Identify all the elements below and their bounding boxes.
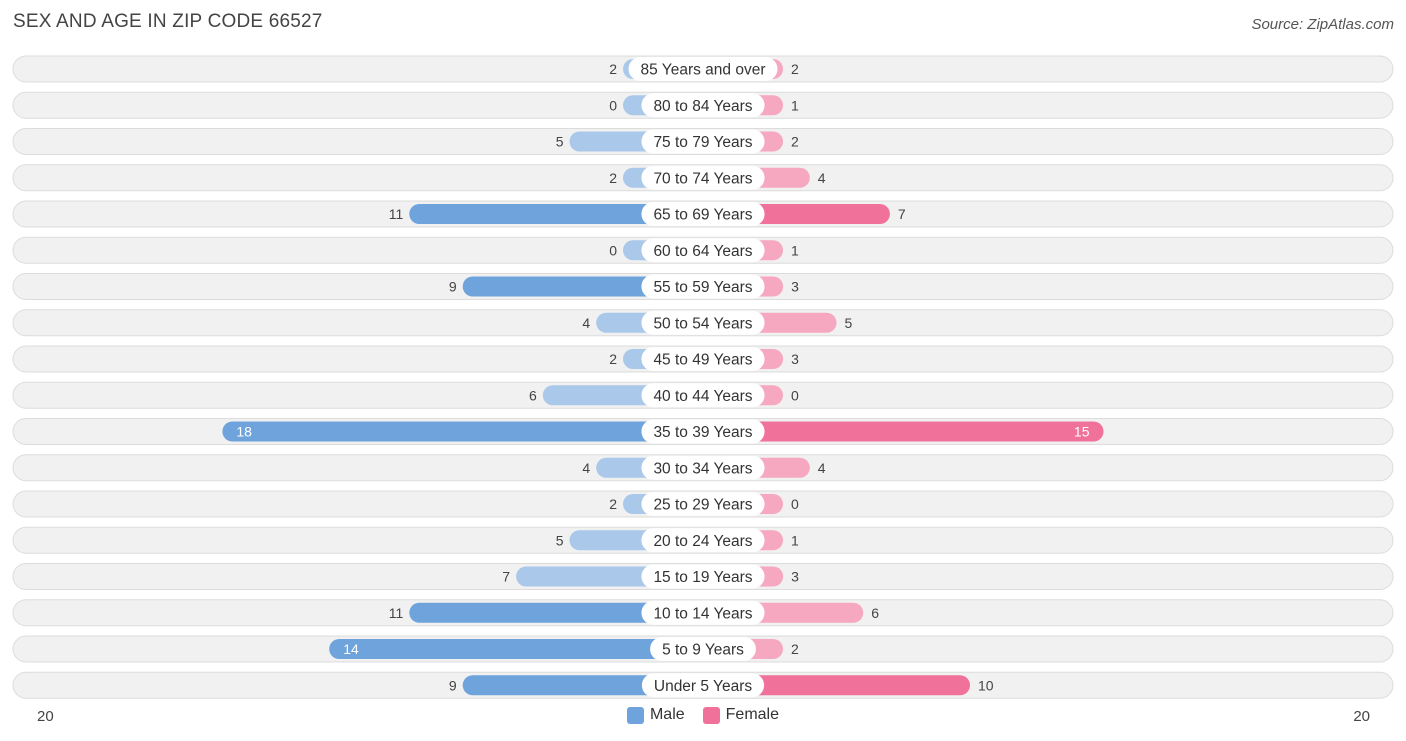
category-label-25-to-29-years: 25 to 29 Years — [653, 497, 752, 514]
category-label-15-to-19-years: 15 to 19 Years — [653, 569, 752, 586]
value-label-male-20-to-24-years: 5 — [556, 532, 564, 548]
category-pill-10-to-14-years — [641, 600, 765, 625]
value-label-female-60-to-64-years: 1 — [791, 242, 799, 258]
legend-swatch-female — [702, 706, 720, 724]
value-label-female-35-to-39-years: 15 — [1074, 424, 1090, 440]
axis-right-max-label: 20 — [1353, 708, 1370, 725]
value-label-male-25-to-29-years: 2 — [609, 496, 617, 512]
category-pill-45-to-49-years — [641, 347, 765, 371]
category-pill-20-to-24-years — [641, 528, 765, 553]
category-pill-15-to-19-years — [641, 564, 765, 589]
category-label-45-to-49-years: 45 to 49 Years — [653, 352, 752, 369]
value-label-male-10-to-14-years: 11 — [389, 605, 404, 621]
category-label-85-years-and-over: 85 Years and over — [641, 62, 766, 79]
legend: Male Female — [0, 706, 1406, 724]
value-label-female-20-to-24-years: 1 — [791, 532, 799, 548]
bar-female-35-to-39-years — [703, 421, 1104, 442]
value-label-female-45-to-49-years: 3 — [791, 351, 799, 367]
value-label-male-15-to-19-years: 7 — [502, 569, 510, 585]
value-label-male-35-to-39-years: 18 — [236, 424, 252, 440]
value-label-female-15-to-19-years: 3 — [791, 569, 799, 585]
value-label-female-65-to-69-years: 7 — [898, 206, 906, 222]
category-label-10-to-14-years: 10 to 14 Years — [653, 605, 752, 622]
value-label-female-75-to-79-years: 2 — [791, 134, 799, 150]
category-pill-35-to-39-years — [641, 419, 765, 444]
category-label-55-to-59-years: 55 to 59 Years — [653, 279, 752, 296]
category-pill-25-to-29-years — [641, 492, 765, 516]
bar-male-65-to-69-years — [409, 204, 703, 224]
category-label-35-to-39-years: 35 to 39 Years — [653, 424, 752, 441]
category-label-30-to-34-years: 30 to 34 Years — [653, 460, 752, 477]
category-pill-60-to-64-years — [641, 238, 765, 263]
value-label-male-60-to-64-years: 0 — [609, 242, 617, 258]
category-label-under-5-years: Under 5 Years — [654, 678, 752, 695]
category-pill-85-years-and-over — [628, 57, 778, 81]
category-pill-30-to-34-years — [641, 455, 765, 480]
source-label: Source: ZipAtlas.com — [1251, 16, 1394, 33]
value-label-female-40-to-44-years: 0 — [791, 387, 799, 403]
value-label-female-80-to-84-years: 1 — [791, 97, 799, 113]
category-label-40-to-44-years: 40 to 44 Years — [653, 388, 752, 405]
category-pill-65-to-69-years — [641, 202, 765, 226]
value-label-female-50-to-54-years: 5 — [845, 315, 853, 331]
value-label-male-55-to-59-years: 9 — [449, 279, 457, 295]
value-label-male-80-to-84-years: 0 — [609, 97, 617, 113]
bar-male-5-to-9-years — [329, 639, 703, 659]
category-label-80-to-84-years: 80 to 84 Years — [653, 98, 752, 115]
value-label-female-10-to-14-years: 6 — [871, 605, 879, 621]
value-label-male-40-to-44-years: 6 — [529, 387, 537, 403]
category-pill-under-5-years — [641, 673, 765, 698]
chart-title: SEX AND AGE IN ZIP CODE 66527 — [13, 11, 323, 32]
category-label-60-to-64-years: 60 to 64 Years — [653, 243, 752, 260]
category-pill-75-to-79-years — [641, 129, 765, 154]
value-label-male-70-to-74-years: 2 — [609, 170, 617, 186]
legend-swatch-male — [626, 706, 644, 724]
value-label-female-30-to-34-years: 4 — [818, 460, 826, 476]
category-pill-50-to-54-years — [641, 310, 765, 335]
value-label-female-85-years-and-over: 2 — [791, 61, 799, 77]
value-label-male-85-years-and-over: 2 — [609, 61, 617, 77]
category-pill-5-to-9-years — [650, 637, 756, 661]
value-label-male-30-to-34-years: 4 — [582, 460, 590, 476]
category-pill-70-to-74-years — [641, 165, 765, 190]
axis-left-max-label: 20 — [37, 708, 54, 725]
value-label-male-45-to-49-years: 2 — [609, 351, 617, 367]
bar-male-35-to-39-years — [222, 421, 703, 442]
value-label-female-70-to-74-years: 4 — [818, 170, 826, 186]
value-label-male-50-to-54-years: 4 — [582, 315, 590, 331]
value-label-female-55-to-59-years: 3 — [791, 279, 799, 295]
bar-male-under-5-years — [462, 675, 703, 696]
value-label-female-5-to-9-years: 2 — [791, 641, 799, 657]
category-label-20-to-24-years: 20 to 24 Years — [653, 533, 752, 550]
legend-item-male: Male — [626, 706, 685, 724]
legend-label-female: Female — [725, 706, 780, 723]
value-label-female-25-to-29-years: 0 — [791, 496, 799, 512]
value-label-male-under-5-years: 9 — [449, 677, 457, 693]
category-label-5-to-9-years: 5 to 9 Years — [662, 642, 744, 659]
value-label-male-75-to-79-years: 5 — [556, 134, 564, 150]
category-label-75-to-79-years: 75 to 79 Years — [653, 134, 752, 151]
value-label-male-5-to-9-years: 14 — [343, 641, 359, 657]
category-pill-55-to-59-years — [641, 274, 765, 299]
value-label-male-65-to-69-years: 11 — [389, 206, 404, 222]
category-label-70-to-74-years: 70 to 74 Years — [653, 170, 752, 187]
category-pill-80-to-84-years — [641, 93, 765, 118]
bar-male-10-to-14-years — [409, 602, 703, 623]
category-label-50-to-54-years: 50 to 54 Years — [653, 315, 752, 332]
legend-label-male: Male — [649, 706, 685, 723]
category-pill-40-to-44-years — [641, 383, 765, 408]
bar-female-under-5-years — [703, 675, 970, 696]
value-label-female-under-5-years: 10 — [978, 677, 994, 693]
legend-item-female: Female — [702, 706, 780, 724]
category-label-65-to-69-years: 65 to 69 Years — [653, 207, 752, 224]
